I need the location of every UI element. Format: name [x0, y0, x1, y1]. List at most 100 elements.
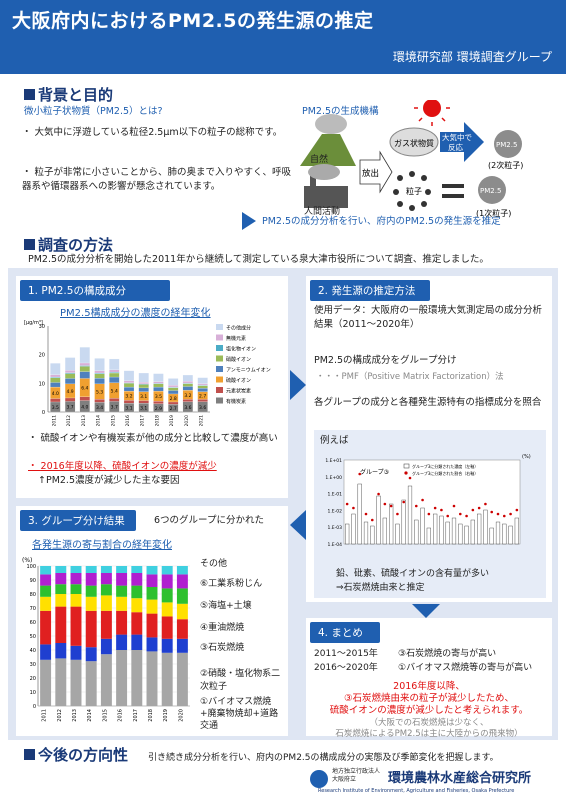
chart1-bar-segment	[109, 358, 120, 370]
chart1-x-tick: 2018	[154, 415, 160, 426]
chart1-bar-segment	[123, 400, 135, 404]
panel-2-step-1: PM2.5の構成成分をグループ分け	[314, 355, 457, 366]
chart2-bar	[477, 513, 482, 545]
chart2-dot	[408, 476, 412, 480]
chart1-bar-segment	[109, 376, 120, 383]
chart2-bar	[451, 517, 457, 545]
group3-profile-chart: 1.E+01 1.E+00 1.E-01 1.E-02 1.E-03 1.E-04 (%) グ…	[325, 454, 530, 548]
chart1-y-tick: 10	[39, 381, 45, 387]
chart1-bar-segment	[123, 380, 135, 383]
chart3-y-tick: 30	[30, 662, 36, 668]
chart3-bar-segment	[116, 650, 128, 706]
chart2-dot	[427, 512, 431, 516]
chart3-y-unit: (%)	[22, 557, 32, 564]
chart1-title: PM2.5構成成分の濃度の経年変化	[60, 308, 211, 319]
chart3-x-tick: 2011	[42, 709, 48, 722]
sun-icon	[414, 100, 450, 126]
chart2-bar	[483, 509, 488, 545]
chart1-bar-segment	[94, 358, 105, 371]
chart2-bar	[389, 503, 394, 545]
panel-1-title: 1. PM2.5の構成成分	[20, 280, 170, 301]
chart1-bar-segment	[123, 383, 135, 388]
panel-2-step-2: 各グループの成分と各種発生源特有の指標成分を照合	[314, 397, 542, 408]
chart3-bar-segment	[70, 594, 82, 607]
future-heading: 今後の方向性	[24, 744, 128, 765]
chart3-bar-segment	[161, 616, 173, 639]
chart3-y-tick: 80	[30, 592, 36, 598]
chart1-legend-swatch	[216, 355, 223, 362]
secondary-label: (2次粒子)	[488, 160, 523, 170]
summary-result-1: ③石炭燃焼の寄与が高い	[398, 649, 497, 659]
chart3-x-tick: 2013	[72, 709, 78, 722]
chart2-bar	[470, 519, 475, 545]
chart2-y-tick: 1.E+00	[325, 475, 342, 481]
chart2-bar	[445, 521, 450, 545]
chart2-legend-label: グループ3に分類された割合（右軸）	[412, 470, 478, 476]
chart1-data-label: 3.6	[184, 405, 191, 411]
arrow-1-to-2	[290, 370, 306, 400]
chart2-bar	[495, 521, 501, 545]
chart1-bar-segment	[109, 372, 120, 374]
chart1-bar-segment	[138, 384, 149, 389]
chart3-bar-segment	[146, 651, 158, 706]
chart3-bar-segment	[131, 573, 143, 586]
chart3-bar-segment	[85, 585, 97, 597]
chart1-bar-segment	[79, 371, 90, 379]
header-banner	[0, 0, 566, 74]
chart2-dot	[484, 502, 487, 506]
chart1-bar-segment	[50, 374, 61, 378]
chart3-bar-segment	[131, 612, 143, 635]
emit-label: 放出	[362, 168, 379, 179]
chart3-bar-segment	[176, 588, 188, 604]
chart3-bar-segment	[70, 566, 82, 573]
chart3-bar-segment	[131, 566, 143, 573]
chart2-y-tick: 1.E+01	[325, 458, 342, 464]
chart1-data-label: 3.7	[67, 405, 74, 411]
chart1-bar-segment	[138, 372, 149, 383]
chart1-data-label: 6.4	[81, 386, 88, 392]
chart3-bar-segment	[146, 637, 158, 652]
chart1-x-tick: 2015	[110, 415, 116, 426]
chart2-bar	[395, 523, 400, 545]
chart2-bar	[514, 517, 519, 545]
chart2-legend-swatch	[404, 471, 408, 475]
chart2-dot	[452, 504, 456, 508]
gas-label: ガス状物質	[394, 138, 434, 148]
chart3-bar-segment	[131, 650, 143, 706]
chart2-dot	[502, 514, 506, 518]
chart1-data-label: 2.9	[155, 406, 162, 412]
chart3-bar-segment	[146, 574, 158, 587]
chart3-bar-segment	[116, 566, 128, 573]
panel-3-title: 3. グループ分け結果	[20, 510, 136, 531]
panel-2-data-line: 使用データ：大阪府の一般環境大気測定局の成分分析結果（2011〜2020年）	[314, 305, 543, 330]
chart3-x-tick: 2014	[87, 709, 93, 722]
example-label: 例えば	[320, 435, 349, 446]
chart1-x-tick: 2011	[51, 415, 57, 426]
human-label: 人間活動	[304, 205, 340, 217]
chart3-y-tick: 20	[30, 676, 36, 682]
chart3-bar-segment	[85, 661, 97, 706]
chart1-bar-segment	[153, 386, 164, 392]
chart1-bar-segment	[168, 387, 179, 391]
chart1-bar-segment	[153, 381, 164, 384]
legend-nitrate: ②硝酸・塩化物系二次粒子	[200, 669, 281, 692]
chart2-dot	[509, 512, 512, 516]
panel-1-bullet-2: ・ 2016年度以降、硫酸イオンの濃度が減少	[28, 461, 217, 472]
chart1-data-label: 3.2	[125, 394, 132, 400]
summary-gray-1: （大阪での石炭燃焼は少なく、	[369, 718, 489, 728]
chart3-bar-segment	[85, 647, 97, 662]
chart3-bar-segment	[146, 599, 158, 614]
chart1-y-unit: [μg/m³]	[24, 320, 43, 326]
chart2-dot	[446, 514, 450, 518]
chart1-data-label: 3.1	[125, 406, 132, 412]
chart1-bar-segment	[50, 377, 61, 383]
chart3-bar-segment	[40, 585, 52, 597]
chart2-y-tick: 1.E-02	[328, 508, 343, 514]
chart2-bar	[426, 527, 431, 545]
chart1-bar-segment	[197, 388, 208, 392]
summary-red-1: 2016年度以降、	[393, 681, 465, 692]
svg-text:反応: 反応	[448, 142, 463, 152]
nature-label: 自然	[310, 153, 328, 165]
chart1-legend-label: アンモニウムイオン	[226, 367, 271, 374]
chart1-data-label: 2.7	[170, 406, 177, 412]
